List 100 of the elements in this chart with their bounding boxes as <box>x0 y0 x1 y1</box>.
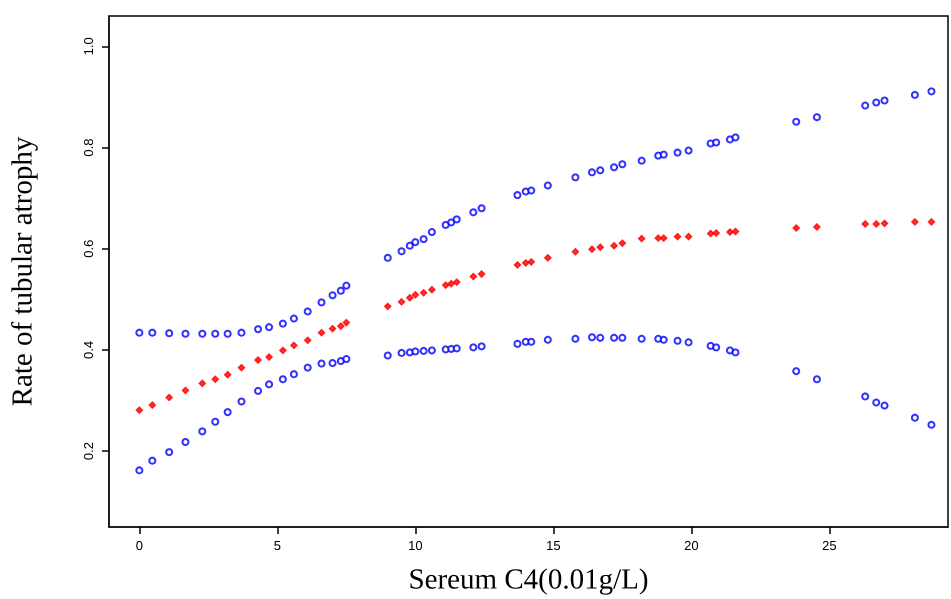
point <box>198 380 206 388</box>
point <box>254 356 262 364</box>
point <box>254 325 262 334</box>
point <box>278 375 287 384</box>
point <box>265 353 273 361</box>
point <box>792 224 800 232</box>
point <box>571 173 580 182</box>
point <box>478 270 486 278</box>
point <box>182 386 190 394</box>
point <box>304 336 312 344</box>
y-tick-label: 0.2 <box>81 442 96 460</box>
point <box>336 357 345 366</box>
point <box>442 281 450 289</box>
point <box>318 298 326 306</box>
point <box>610 242 618 250</box>
point <box>411 238 420 246</box>
point <box>211 418 220 426</box>
point <box>588 168 596 176</box>
point <box>428 228 436 236</box>
point <box>706 230 714 238</box>
point <box>212 376 220 384</box>
point <box>420 289 428 296</box>
point <box>872 220 880 228</box>
x-tick-label: 25 <box>822 538 837 553</box>
point <box>278 320 287 328</box>
point <box>469 208 478 216</box>
point <box>927 87 936 96</box>
point <box>452 215 461 224</box>
x-axis-title: Sereum C4(0.01g/L) <box>408 564 649 596</box>
x-tick-label: 0 <box>136 538 143 553</box>
point <box>872 398 880 407</box>
point <box>428 286 436 294</box>
point <box>452 278 460 286</box>
point <box>165 394 173 402</box>
point <box>927 420 936 429</box>
point <box>342 355 350 364</box>
point <box>638 234 646 242</box>
point <box>181 438 190 446</box>
point <box>412 291 420 299</box>
point <box>813 223 821 231</box>
point <box>544 254 552 262</box>
point <box>406 242 414 250</box>
point <box>304 364 312 372</box>
point <box>265 323 274 332</box>
point <box>572 248 580 256</box>
point <box>660 336 668 344</box>
point <box>544 181 552 190</box>
point <box>861 220 869 228</box>
point <box>428 346 436 354</box>
point <box>469 343 478 352</box>
point <box>238 364 246 372</box>
point <box>148 328 156 337</box>
point <box>447 280 455 288</box>
point <box>304 307 312 316</box>
point <box>596 334 604 342</box>
point <box>610 163 618 172</box>
point <box>318 360 326 368</box>
point <box>792 118 800 126</box>
point <box>522 259 530 267</box>
point <box>398 247 406 256</box>
x-tick-label: 5 <box>274 538 281 553</box>
point <box>928 218 936 226</box>
point <box>910 90 919 99</box>
x-tick-label: 10 <box>408 538 423 553</box>
point <box>452 344 461 352</box>
point <box>684 146 693 155</box>
point <box>712 343 720 352</box>
point <box>618 160 626 168</box>
point <box>328 324 336 332</box>
point <box>478 342 486 350</box>
point <box>731 348 740 356</box>
point <box>638 334 646 343</box>
point <box>337 322 345 330</box>
point <box>342 318 350 326</box>
point <box>588 245 596 253</box>
point <box>684 338 693 346</box>
point <box>674 336 682 345</box>
point <box>654 234 662 242</box>
point <box>880 96 889 104</box>
point <box>861 102 870 110</box>
point <box>618 239 626 247</box>
point <box>660 150 668 159</box>
point <box>861 392 870 400</box>
point <box>910 414 919 422</box>
point <box>198 427 206 436</box>
point <box>513 191 522 200</box>
point <box>527 338 536 346</box>
point <box>588 333 596 342</box>
point <box>712 138 720 146</box>
point <box>880 402 889 410</box>
point <box>726 228 734 236</box>
point <box>279 346 287 354</box>
point <box>406 294 414 302</box>
point <box>165 448 174 456</box>
point <box>135 328 144 337</box>
point <box>571 334 580 343</box>
point <box>328 291 337 300</box>
point <box>290 314 298 323</box>
point <box>596 166 604 174</box>
point <box>384 254 392 262</box>
